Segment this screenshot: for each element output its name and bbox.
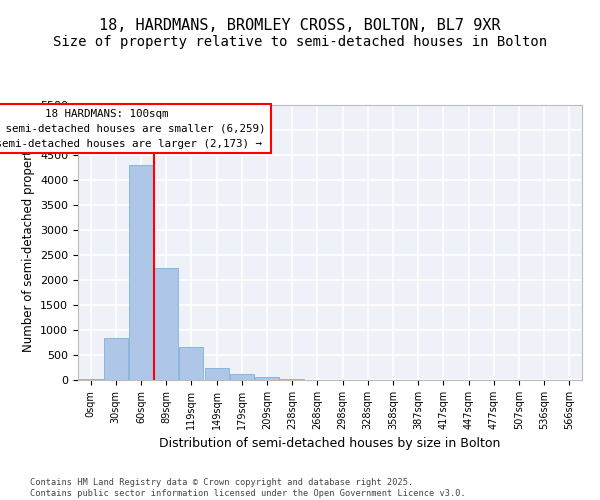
- Bar: [205, 368, 229, 380]
- Bar: [129, 165, 153, 380]
- Bar: [179, 346, 203, 380]
- Text: 18 HARDMANS: 100sqm
← 74% of semi-detached houses are smaller (6,259)
26% of sem: 18 HARDMANS: 100sqm ← 74% of semi-detach…: [0, 109, 266, 148]
- Bar: [104, 338, 128, 380]
- Y-axis label: Number of semi-detached properties: Number of semi-detached properties: [22, 133, 35, 352]
- Text: Size of property relative to semi-detached houses in Bolton: Size of property relative to semi-detach…: [53, 35, 547, 49]
- X-axis label: Distribution of semi-detached houses by size in Bolton: Distribution of semi-detached houses by …: [160, 438, 500, 450]
- Bar: [255, 377, 279, 380]
- Bar: [154, 268, 178, 380]
- Bar: [280, 378, 304, 380]
- Bar: [230, 374, 254, 380]
- Text: Contains HM Land Registry data © Crown copyright and database right 2025.
Contai: Contains HM Land Registry data © Crown c…: [30, 478, 466, 498]
- Bar: [79, 379, 103, 380]
- Text: 18, HARDMANS, BROMLEY CROSS, BOLTON, BL7 9XR: 18, HARDMANS, BROMLEY CROSS, BOLTON, BL7…: [99, 18, 501, 32]
